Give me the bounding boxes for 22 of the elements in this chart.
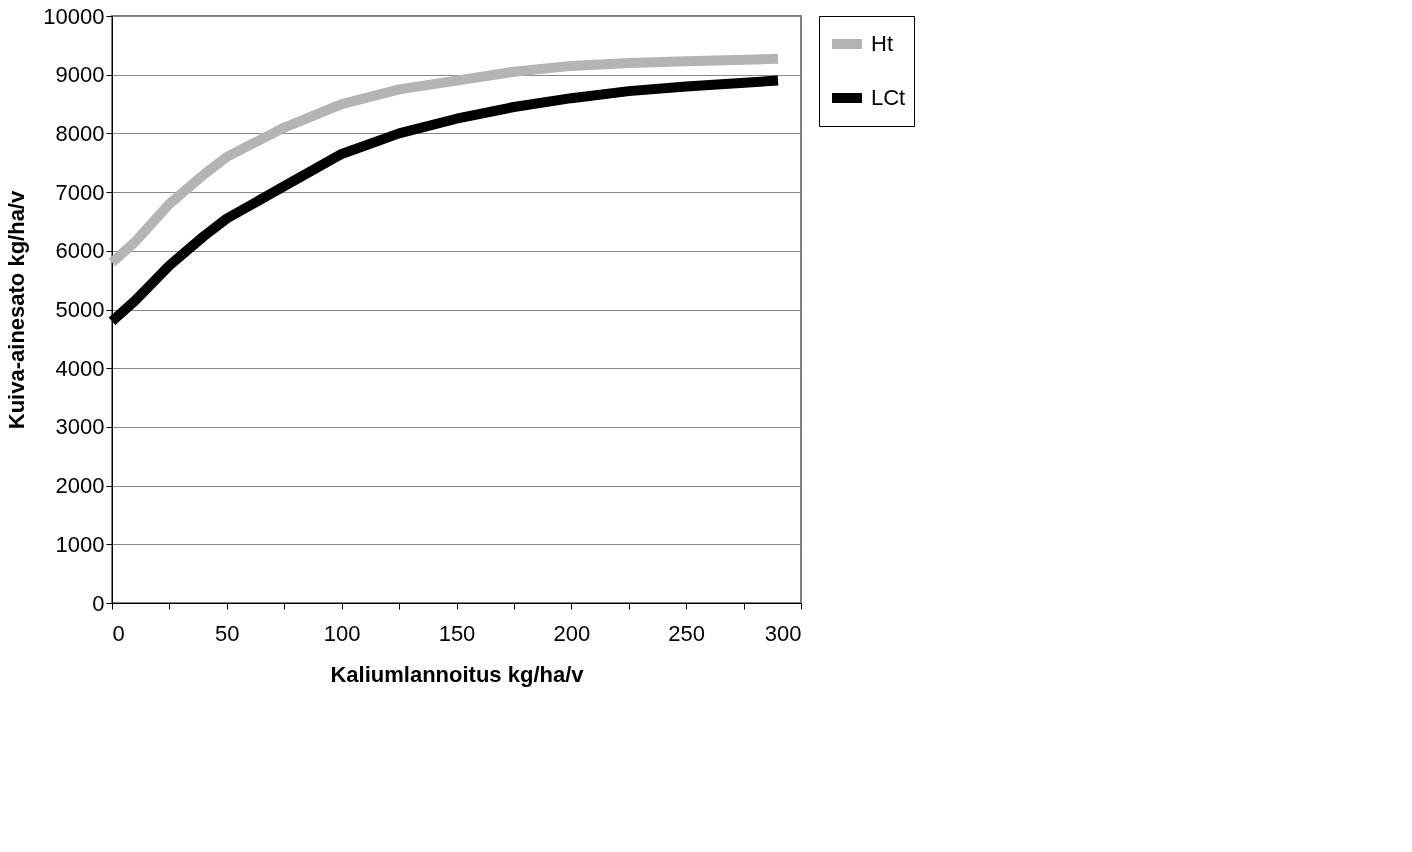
x-tick-label: 100 bbox=[323, 620, 361, 646]
y-tick-label: 2000 bbox=[55, 473, 105, 499]
x-tick-label: 200 bbox=[553, 620, 591, 646]
x-tick-label: 150 bbox=[438, 620, 476, 646]
y-tick-label: 6000 bbox=[55, 238, 105, 264]
x-tick-label: 250 bbox=[668, 620, 706, 646]
x-tick-label: 300 bbox=[764, 620, 802, 646]
y-tick-label: 3000 bbox=[55, 414, 105, 440]
x-axis-title: Kaliumlannoitus kg/ha/v bbox=[330, 661, 585, 687]
y-tick-label: 10000 bbox=[43, 3, 105, 29]
y-axis-title: Kuiva-ainesato kg/ha/v bbox=[4, 190, 30, 430]
x-tick-label: 50 bbox=[215, 620, 240, 646]
y-tick-label: 9000 bbox=[55, 62, 105, 88]
y-tick-label: 5000 bbox=[55, 297, 105, 322]
y-tick-label: 1000 bbox=[55, 531, 105, 557]
y-tick-label: 0 bbox=[92, 590, 105, 616]
x-tick-label: 0 bbox=[112, 620, 125, 646]
y-tick-label: 4000 bbox=[55, 355, 105, 381]
y-tick-label: 8000 bbox=[55, 120, 105, 146]
y-tick-label: 7000 bbox=[55, 179, 105, 205]
legend-label: Ht bbox=[871, 31, 893, 56]
legend-label: LCt bbox=[871, 85, 906, 110]
